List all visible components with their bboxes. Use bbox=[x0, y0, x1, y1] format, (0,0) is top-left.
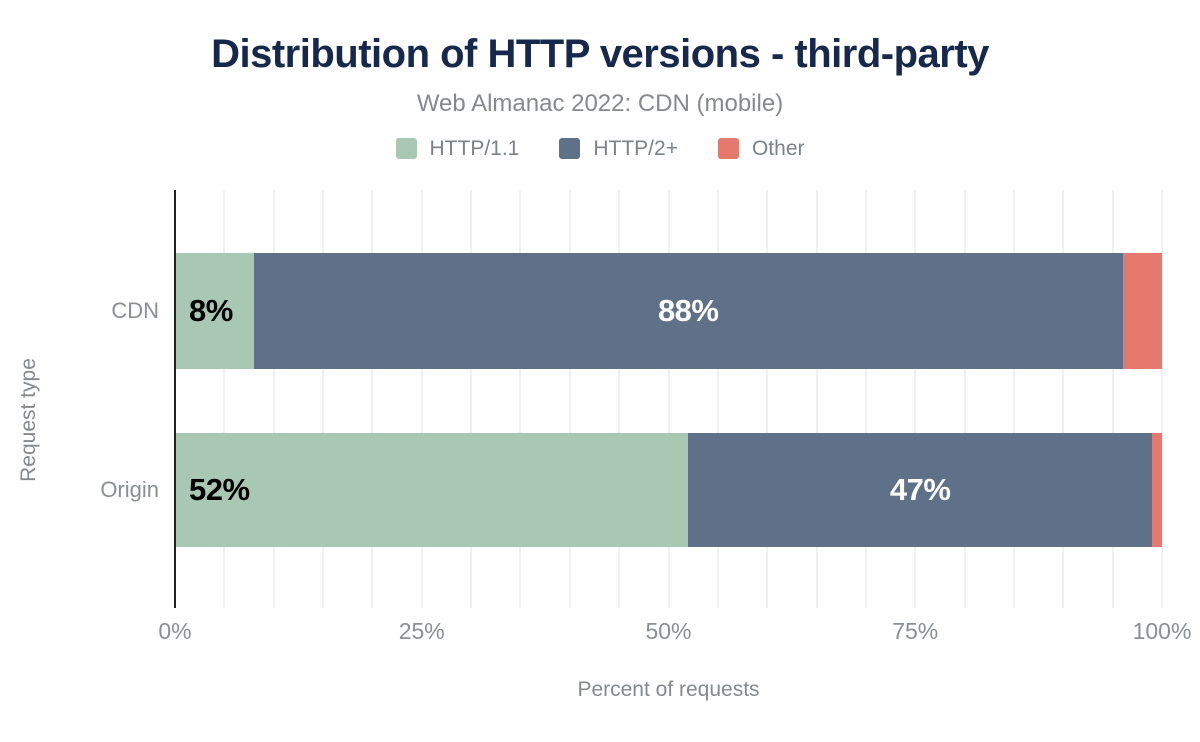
gridline bbox=[223, 190, 226, 608]
gridline bbox=[1062, 190, 1065, 608]
y-axis-line bbox=[174, 190, 176, 608]
bar-segment-other bbox=[1152, 433, 1162, 547]
y-axis-title: Request type bbox=[17, 358, 40, 482]
x-tick-label: 0% bbox=[158, 618, 192, 644]
gridline bbox=[1111, 190, 1114, 608]
x-axis-ticks: 0% 25% 50% 75% 100% bbox=[158, 618, 1191, 648]
legend: HTTP/1.1 HTTP/2+ Other bbox=[0, 137, 1200, 161]
gridline bbox=[864, 190, 867, 608]
legend-label: Other bbox=[751, 136, 805, 160]
gridline bbox=[1012, 190, 1015, 608]
bar-value-label: 47% bbox=[889, 472, 951, 507]
bar-segment-http-2: 47% bbox=[688, 433, 1153, 547]
bar-segment-http-2: 88% bbox=[253, 253, 1123, 369]
gridline bbox=[618, 190, 621, 608]
legend-swatch-other-icon bbox=[717, 138, 739, 160]
legend-swatch-http-1-1-icon bbox=[395, 138, 417, 160]
gridline bbox=[568, 190, 571, 608]
plot-area: 8% 88% CDN 52% 47% Origin bbox=[100, 190, 1163, 608]
category-label: CDN bbox=[111, 298, 159, 323]
x-axis-title: Percent of requests bbox=[577, 678, 760, 701]
x-tick-label: 75% bbox=[892, 618, 939, 644]
gridline bbox=[766, 190, 769, 608]
legend-item-http-1-1: HTTP/1.1 bbox=[395, 136, 520, 161]
gridline bbox=[272, 190, 275, 608]
category-label: Origin bbox=[100, 477, 159, 502]
legend-label: HTTP/2+ bbox=[593, 136, 678, 160]
legend-item-other: Other bbox=[717, 136, 805, 161]
gridline bbox=[716, 190, 719, 608]
gridline bbox=[371, 190, 374, 608]
bar-segment-other bbox=[1122, 253, 1162, 369]
bar-segment-http-1-1: 8% bbox=[175, 253, 254, 369]
gridline bbox=[470, 190, 473, 608]
gridline bbox=[1161, 190, 1163, 608]
x-tick-label: 100% bbox=[1132, 618, 1192, 644]
gridline bbox=[963, 190, 966, 608]
bar-value-label: 8% bbox=[189, 293, 233, 328]
gridline bbox=[420, 190, 423, 608]
x-tick-label: 25% bbox=[398, 618, 445, 644]
legend-swatch-http-2-icon bbox=[559, 138, 581, 160]
bar-row-cdn: 8% 88% CDN bbox=[111, 253, 1162, 369]
bar-segment-http-1-1: 52% bbox=[175, 433, 689, 547]
gridline bbox=[667, 190, 670, 608]
bar-value-label: 88% bbox=[657, 293, 719, 328]
gridline bbox=[914, 190, 917, 608]
chart-subtitle: Web Almanac 2022: CDN (mobile) bbox=[416, 90, 784, 117]
chart-title: Distribution of HTTP versions - third-pa… bbox=[211, 32, 989, 76]
legend-item-http-2: HTTP/2+ bbox=[559, 137, 678, 161]
gridline bbox=[519, 190, 522, 608]
gridline bbox=[322, 190, 325, 608]
bar-row-origin: 52% 47% Origin bbox=[100, 433, 1162, 547]
legend-label: HTTP/1.1 bbox=[429, 136, 520, 160]
bar-value-label: 52% bbox=[189, 472, 250, 507]
gridline bbox=[815, 190, 818, 608]
x-tick-label: 50% bbox=[645, 618, 692, 644]
